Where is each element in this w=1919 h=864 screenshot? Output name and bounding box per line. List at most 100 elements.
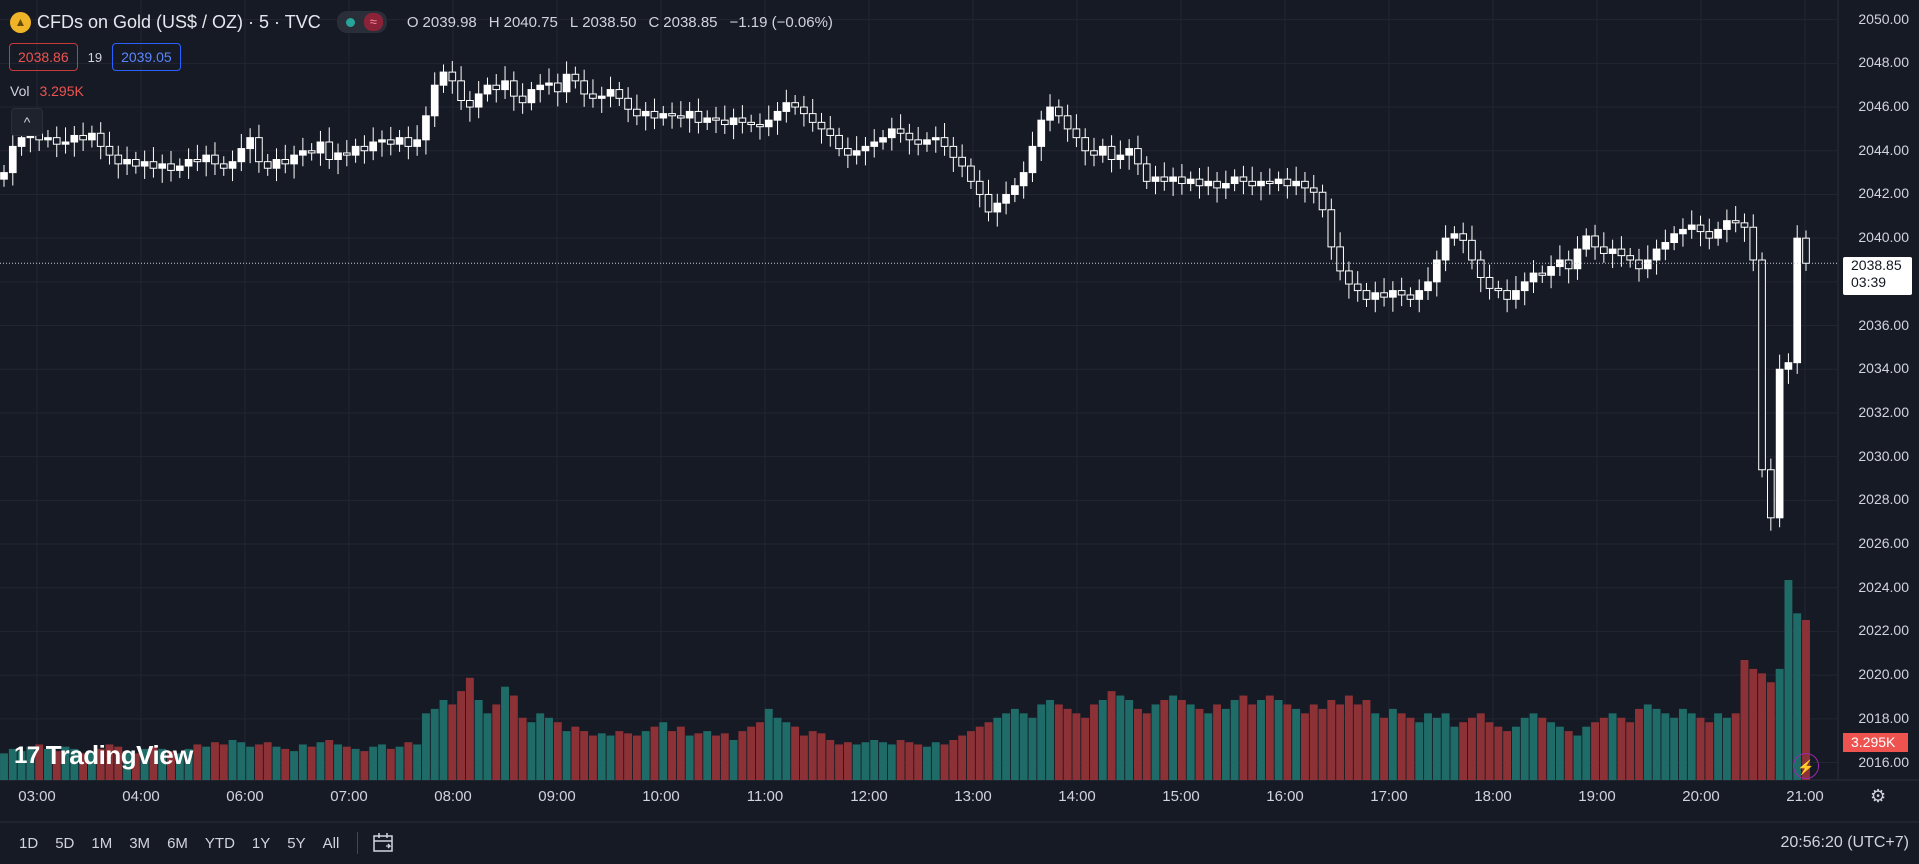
volume-bar <box>852 744 861 780</box>
range-button-3m[interactable]: 3M <box>129 834 151 852</box>
volume-bar <box>562 731 571 780</box>
candle-up <box>1793 237 1802 364</box>
volume-bar <box>1670 717 1679 780</box>
range-button-5d[interactable]: 5D <box>55 834 75 852</box>
collapse-legend-button[interactable]: ^ <box>11 108 43 136</box>
volume-bar <box>175 753 184 780</box>
price-tick-label: 2036.00 <box>1858 316 1909 333</box>
quote-row: 2038.86 19 2039.05 <box>9 43 181 71</box>
volume-bar <box>975 726 984 780</box>
volume-bar <box>738 731 747 780</box>
candle-down <box>1336 246 1344 272</box>
range-button-1d[interactable]: 1D <box>19 834 39 852</box>
volume-bar <box>703 731 712 780</box>
candle-up <box>61 141 70 145</box>
volume-bar <box>17 751 26 780</box>
candle-down <box>448 71 457 82</box>
candle-down <box>1353 283 1362 292</box>
candle-down <box>984 193 993 213</box>
volume-bar <box>1028 717 1037 780</box>
volume-bar <box>1705 722 1714 780</box>
candle-up <box>1573 248 1582 270</box>
range-button-1m[interactable]: 1M <box>91 834 113 852</box>
candle-down <box>1705 231 1714 239</box>
candle-down <box>958 156 966 167</box>
candle-down <box>747 121 756 126</box>
close-value: 2038.85 <box>663 13 718 31</box>
volume-bar <box>465 677 474 780</box>
volume-legend[interactable]: Vol 3.295K <box>10 83 84 99</box>
volume-bar <box>1450 726 1459 780</box>
candle-down <box>466 100 474 108</box>
volume-bar <box>272 746 281 780</box>
candle-down <box>835 134 843 150</box>
calendar-icon[interactable] <box>372 832 396 854</box>
buy-price-button[interactable]: 2039.05 <box>112 43 181 71</box>
time-tick-label: 20:00 <box>1682 788 1720 805</box>
volume-bar <box>246 746 255 780</box>
gear-icon[interactable]: ⚙ <box>1870 786 1887 806</box>
high-value: 2040.75 <box>503 13 558 31</box>
candle-up <box>1415 290 1424 300</box>
time-tick-label: 17:00 <box>1370 788 1408 805</box>
volume-bar <box>439 700 448 780</box>
candle-down <box>720 119 729 126</box>
candle-up <box>123 158 131 165</box>
sell-price-button[interactable]: 2038.86 <box>9 43 78 71</box>
volume-bar <box>43 748 52 780</box>
candle-down <box>580 80 588 95</box>
range-button-6m[interactable]: 6M <box>167 834 188 852</box>
range-button-5y[interactable]: 5Y <box>287 834 306 852</box>
volume-bar <box>8 748 17 780</box>
volume-bar <box>1054 704 1063 780</box>
volume-bar <box>1318 708 1327 780</box>
volume-bar <box>1802 620 1810 780</box>
volume-bar <box>1775 668 1784 780</box>
volume-bar <box>1388 708 1397 780</box>
candle-up <box>1371 292 1380 300</box>
timezone-clock[interactable]: 20:56:20 (UTC+7) <box>1780 834 1909 851</box>
candle-down <box>940 137 949 147</box>
time-tick-label: 12:00 <box>850 788 888 805</box>
candle-down <box>1160 176 1169 182</box>
range-button-ytd[interactable]: YTD <box>204 834 235 852</box>
range-button-all[interactable]: All <box>322 834 340 852</box>
volume-bar <box>764 708 773 780</box>
volume-bar <box>1406 717 1415 780</box>
candle-up <box>1441 237 1450 261</box>
volume-bar <box>1336 704 1345 780</box>
volume-bar <box>290 751 299 780</box>
candle-down <box>360 145 369 152</box>
volume-bar <box>1661 713 1670 780</box>
candle-down <box>1345 270 1353 285</box>
lightning-icon[interactable]: ⚡ <box>1793 753 1819 779</box>
volume-bar <box>747 726 756 780</box>
candle-down <box>1248 180 1257 187</box>
candle-up <box>1098 145 1107 156</box>
time-axis[interactable]: 03:00 04:00 06:00 07:00 08:00 09:00 10:00 11:00… <box>0 788 1840 810</box>
volume-bar <box>1766 682 1775 780</box>
candle-up <box>474 93 483 108</box>
candle-up <box>1661 242 1670 250</box>
price-tick-label: 2018.00 <box>1858 709 1909 726</box>
toolbar-divider <box>357 832 359 854</box>
candle-down <box>193 158 202 163</box>
volume-bar <box>430 708 439 780</box>
volume-bar <box>694 733 703 780</box>
candle-down <box>263 161 272 169</box>
candle-down <box>1318 191 1327 211</box>
range-button-1y[interactable]: 1Y <box>251 834 271 852</box>
candle-down <box>1283 178 1292 187</box>
candle-up <box>202 154 211 163</box>
open-value: 2039.98 <box>422 13 477 31</box>
volume-bar <box>26 746 35 780</box>
candle-up <box>782 102 791 112</box>
candle-up <box>184 158 193 167</box>
candle-up <box>1257 180 1265 187</box>
market-status[interactable]: ≈ <box>336 11 387 33</box>
symbol-title[interactable]: CFDs on Gold (US$ / OZ) · 5 · TVC <box>37 11 321 32</box>
volume-bar <box>1687 713 1696 780</box>
volume-bar <box>254 744 263 780</box>
